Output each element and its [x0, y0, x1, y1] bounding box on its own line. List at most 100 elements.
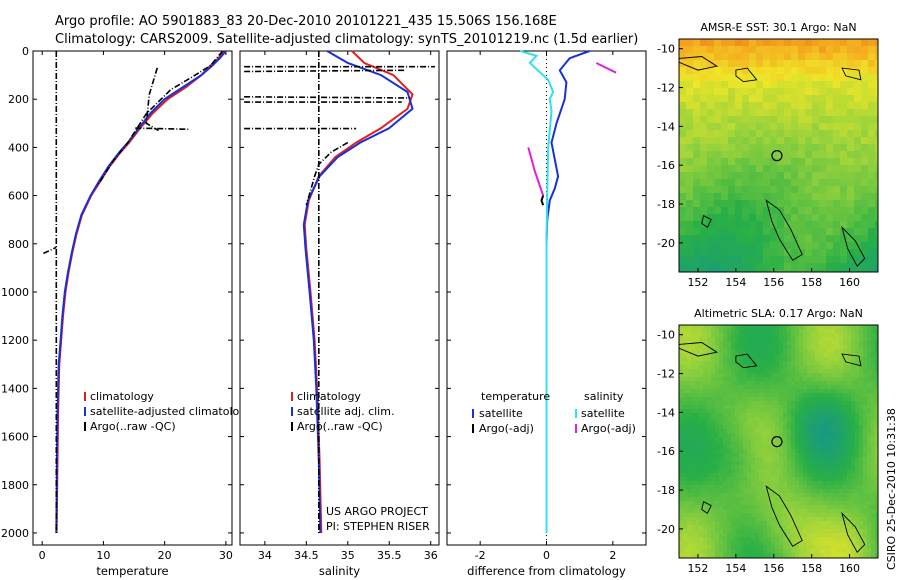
- map-cell: [686, 144, 694, 152]
- map-cell: [784, 207, 792, 215]
- map-cell: [805, 172, 813, 180]
- map-cell: [851, 349, 856, 354]
- map-cell: [827, 377, 832, 382]
- map-cell: [743, 465, 748, 470]
- map-cell: [728, 221, 736, 229]
- map-cell: [799, 513, 804, 518]
- map-cell: [747, 525, 752, 530]
- map-cell: [795, 437, 800, 442]
- map-cell: [827, 469, 832, 474]
- map-cell: [863, 485, 868, 490]
- map-cell: [854, 123, 862, 131]
- map-cell: [767, 529, 772, 534]
- map-cell: [686, 53, 694, 61]
- map-cell: [735, 421, 740, 426]
- map-cell: [867, 469, 872, 474]
- map-cell: [863, 337, 868, 342]
- map-cell: [871, 537, 876, 542]
- map-cell: [868, 109, 876, 117]
- map-cell: [686, 95, 694, 103]
- map-cell: [695, 421, 700, 426]
- map-cell: [855, 353, 860, 358]
- map-cell: [751, 333, 756, 338]
- map-cell: [805, 186, 813, 194]
- map-cell: [695, 373, 700, 378]
- map-cell: [751, 541, 756, 546]
- map-cell: [749, 137, 757, 145]
- map-cell: [735, 337, 740, 342]
- map-cell: [787, 457, 792, 462]
- map-cell: [747, 433, 752, 438]
- map-cell: [715, 381, 720, 386]
- map-cell: [751, 481, 756, 486]
- map-cell: [719, 357, 724, 362]
- map-cell: [695, 537, 700, 542]
- map-cell: [756, 81, 764, 89]
- map-cell: [783, 441, 788, 446]
- map-cell: [727, 389, 732, 394]
- map-cell: [784, 242, 792, 250]
- map-cell: [819, 130, 827, 138]
- map-cell: [863, 353, 868, 358]
- map-cell: [763, 413, 768, 418]
- map-cell: [823, 357, 828, 362]
- map-cell: [827, 465, 832, 470]
- map-cell: [759, 501, 764, 506]
- map-cell: [771, 397, 776, 402]
- map-cell: [686, 221, 694, 229]
- map-cell: [775, 465, 780, 470]
- map-cell: [743, 325, 748, 330]
- map-cell: [807, 377, 812, 382]
- map-cell: [859, 465, 864, 470]
- map-cell: [763, 433, 768, 438]
- map-cell: [868, 228, 876, 236]
- map-cell: [742, 228, 750, 236]
- map-cell: [791, 453, 796, 458]
- map-cell: [784, 81, 792, 89]
- map-cell: [751, 429, 756, 434]
- map-cell: [779, 465, 784, 470]
- map-cell: [803, 349, 808, 354]
- map-cell: [805, 165, 813, 173]
- map-cell: [863, 389, 868, 394]
- map-cell: [763, 541, 768, 546]
- map-cell: [703, 397, 708, 402]
- map-cell: [747, 353, 752, 358]
- map-cell: [815, 381, 820, 386]
- map-cell: [805, 221, 813, 229]
- map-cell: [767, 445, 772, 450]
- map-cell: [747, 357, 752, 362]
- map-cell: [783, 337, 788, 342]
- map-cell: [779, 329, 784, 334]
- map-cell: [783, 497, 788, 502]
- map-cell: [763, 545, 768, 550]
- legend-label: satellite-adjusted climatology: [90, 405, 253, 418]
- map-cell: [767, 413, 772, 418]
- map-cell: [839, 461, 844, 466]
- map-cell: [742, 214, 750, 222]
- map-cell: [771, 473, 776, 478]
- x-tick-label: 158: [801, 276, 822, 289]
- map-cell: [703, 473, 708, 478]
- map-cell: [767, 397, 772, 402]
- map-cell: [683, 417, 688, 422]
- map-cell: [815, 517, 820, 522]
- map-cell: [719, 353, 724, 358]
- map-cell: [861, 60, 869, 68]
- map-cell: [721, 270, 729, 272]
- map-cell: [839, 385, 844, 390]
- map-cell: [855, 417, 860, 422]
- map-cell: [779, 505, 784, 510]
- map-cell: [755, 357, 760, 362]
- map-cell: [847, 235, 855, 243]
- map-cell: [823, 401, 828, 406]
- map-cell: [843, 433, 848, 438]
- map-cell: [839, 553, 844, 558]
- map-cell: [803, 333, 808, 338]
- map-cell: [759, 425, 764, 430]
- map-cell: [839, 465, 844, 470]
- map-cell: [833, 165, 841, 173]
- map-cell: [700, 256, 708, 264]
- map-cell: [739, 377, 744, 382]
- map-cell: [843, 405, 848, 410]
